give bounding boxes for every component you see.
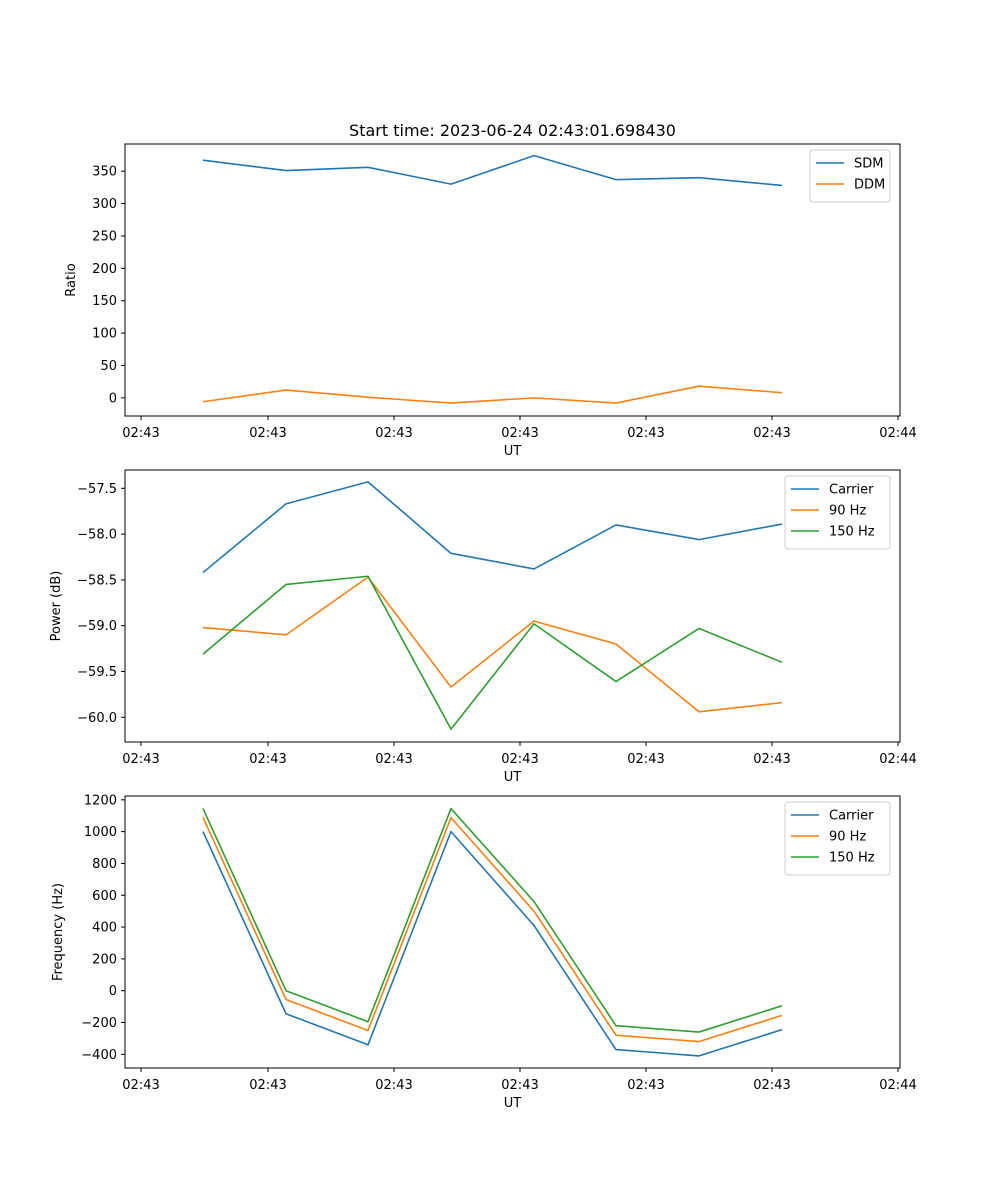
series-line-carrier	[202, 481, 783, 574]
legend-label: Carrier	[829, 483, 874, 498]
x-tick-label: 02:43	[753, 1078, 790, 1093]
y-axis-label: Power (dB)	[49, 571, 64, 642]
x-tick-label: 02:43	[375, 752, 412, 767]
y-tick-label: 300	[92, 197, 117, 212]
chart-panel-2: −60.0 −59.5 −59.0 −58.5 −58.0 −57.5 02:43 02:43…	[49, 469, 917, 785]
x-tick-label: 02:44	[879, 1078, 916, 1093]
legend-label: SDM	[854, 157, 883, 172]
y-tick-label: 50	[100, 359, 117, 374]
series-line-90-hz	[202, 816, 783, 1043]
y-tick-label: 200	[92, 262, 117, 277]
x-axis-label: UT	[504, 444, 522, 459]
axes-frame	[124, 143, 901, 417]
y-tick-label: −400	[81, 1048, 117, 1063]
x-tick-label: 02:43	[501, 426, 538, 441]
y-tick-label: 1200	[84, 793, 117, 808]
x-tick-label: 02:43	[501, 1078, 538, 1093]
legend-label: 150 Hz	[829, 525, 875, 540]
x-tick-label: 02:43	[122, 426, 159, 441]
y-tick-label: 100	[92, 327, 117, 342]
y-tick-label: 1000	[84, 825, 117, 840]
x-tick-label: 02:43	[249, 752, 286, 767]
y-tick-label: −58.5	[77, 573, 117, 588]
y-tick-label: 200	[92, 952, 117, 967]
y-tick-label: 400	[92, 921, 117, 936]
y-tick-label: 0	[109, 391, 117, 406]
panels: 0 50 100 150 200 250 300 350 02:43 02:43 02:43 02:4…	[49, 143, 917, 1111]
y-tick-label: −59.5	[77, 665, 117, 680]
x-tick-label: 02:44	[879, 426, 916, 441]
legend-label: DDM	[854, 178, 885, 193]
legend-label: 90 Hz	[829, 830, 866, 845]
x-tick-label: 02:43	[753, 426, 790, 441]
legend-label: 150 Hz	[829, 851, 875, 866]
y-tick-label: −59.0	[77, 619, 117, 634]
x-tick-label: 02:43	[627, 426, 664, 441]
y-tick-label: −58.0	[77, 528, 117, 543]
chart-panel-3: −400 −200 0 200 400 600 800 1000 1200 02:43 02:43 0…	[51, 793, 917, 1111]
legend-label: Carrier	[829, 809, 874, 824]
series-line-sdm	[202, 154, 783, 187]
y-axis-label: Ratio	[64, 263, 79, 296]
y-tick-label: 800	[92, 857, 117, 872]
series-line-150-hz	[202, 807, 783, 1033]
y-axis-label: Frequency (Hz)	[51, 883, 66, 981]
x-tick-label: 02:43	[375, 1078, 412, 1093]
x-tick-label: 02:43	[375, 426, 412, 441]
y-tick-label: −60.0	[77, 711, 117, 726]
chart-panel-1: 0 50 100 150 200 250 300 350 02:43 02:43 02:43 02:4…	[64, 143, 917, 459]
axes-frame	[124, 795, 901, 1069]
x-axis-label: UT	[504, 1096, 522, 1111]
x-tick-label: 02:43	[753, 752, 790, 767]
series-line-carrier	[202, 830, 783, 1057]
legend-label: 90 Hz	[829, 504, 866, 519]
y-tick-label: 600	[92, 889, 117, 904]
x-tick-label: 02:43	[122, 1078, 159, 1093]
x-tick-label: 02:43	[249, 1078, 286, 1093]
y-tick-label: 0	[109, 984, 117, 999]
x-tick-label: 02:43	[627, 752, 664, 767]
series-line-150-hz	[202, 575, 783, 730]
figure-title: Start time: 2023-06-24 02:43:01.698430	[349, 121, 676, 140]
x-tick-label: 02:43	[122, 752, 159, 767]
y-tick-label: 350	[92, 165, 117, 180]
y-tick-label: 250	[92, 229, 117, 244]
x-tick-label: 02:43	[249, 426, 286, 441]
x-tick-label: 02:43	[501, 752, 538, 767]
y-tick-label: −57.5	[77, 482, 117, 497]
x-axis-label: UT	[504, 770, 522, 785]
y-tick-label: 150	[92, 294, 117, 309]
series-line-90-hz	[202, 576, 783, 713]
x-tick-label: 02:44	[879, 752, 916, 767]
y-tick-label: −200	[81, 1016, 117, 1031]
axes-frame	[124, 469, 901, 743]
x-tick-label: 02:43	[627, 1078, 664, 1093]
series-line-ddm	[202, 385, 783, 404]
